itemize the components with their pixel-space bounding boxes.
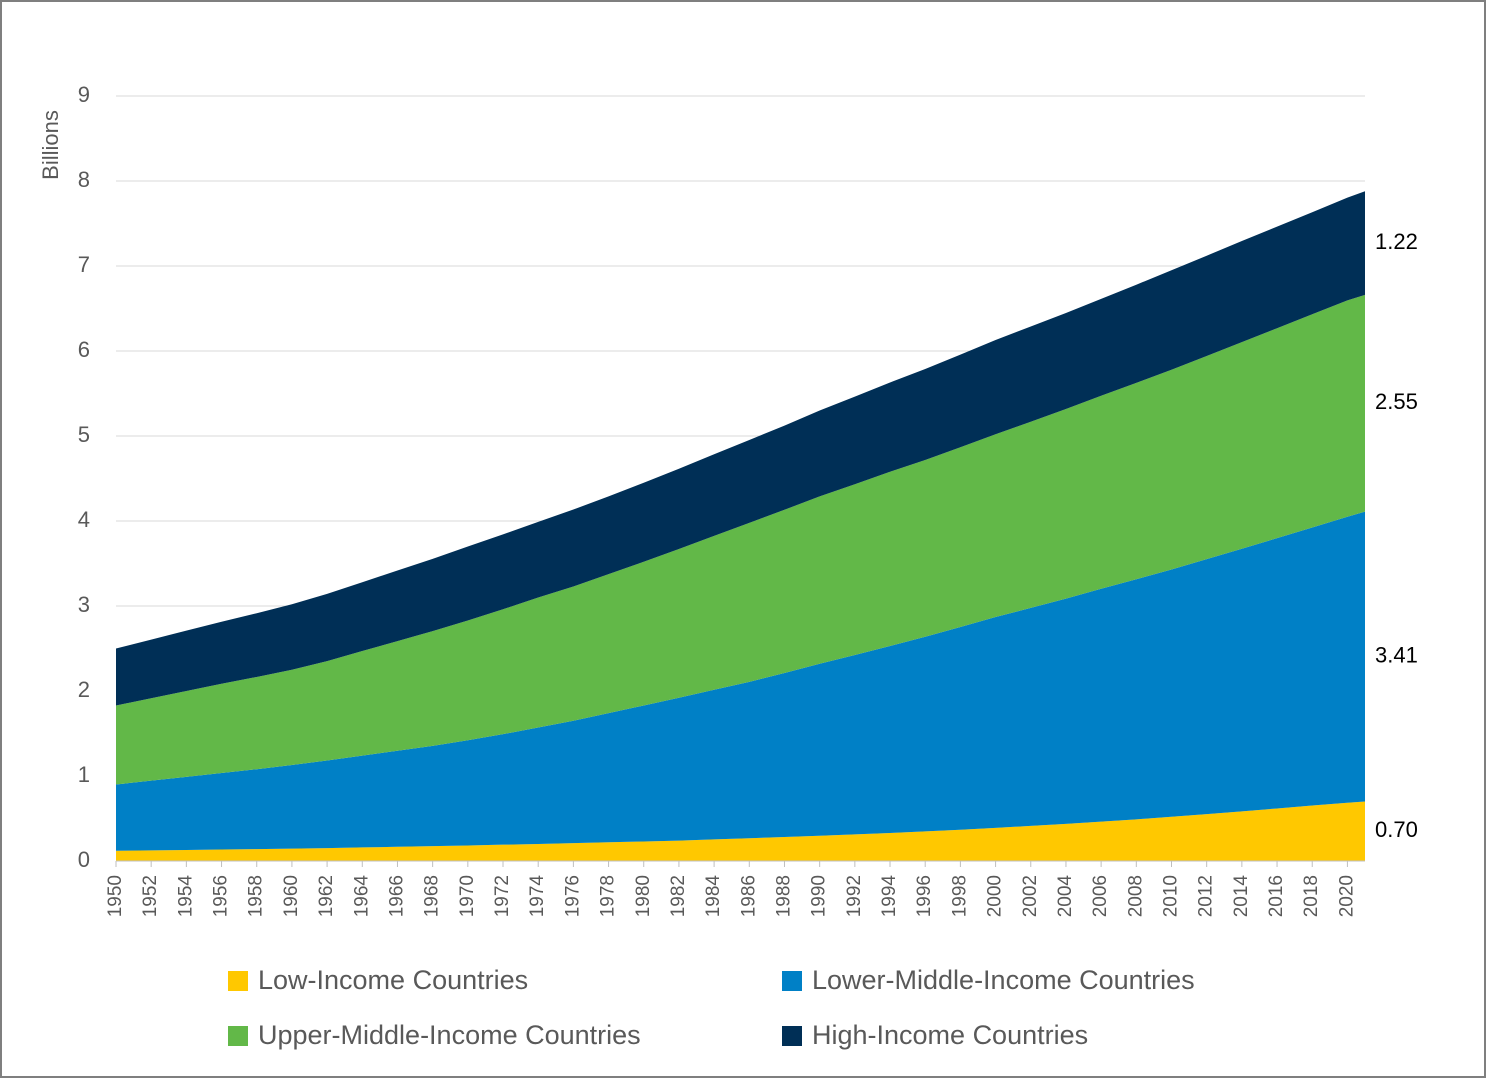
x-tick-label: 2004 <box>1055 875 1076 918</box>
x-tick-label: 1976 <box>562 875 583 917</box>
x-tick-label: 1950 <box>105 875 126 917</box>
legend-swatch <box>228 971 248 991</box>
x-tick-label: 2008 <box>1125 875 1146 917</box>
x-tick-label: 1966 <box>386 875 407 917</box>
x-tick-label: 2000 <box>985 875 1006 917</box>
x-tick-label: 1974 <box>527 875 548 918</box>
x-tick-label: 1988 <box>773 875 794 917</box>
x-tick-label: 1956 <box>211 875 232 917</box>
y-tick-label: 2 <box>78 677 90 702</box>
x-tick-label: 1990 <box>809 875 830 917</box>
x-tick-label: 1978 <box>598 875 619 917</box>
x-tick-label: 1996 <box>914 875 935 917</box>
x-tick-label: 1972 <box>492 875 513 917</box>
y-tick-label: 8 <box>78 167 90 192</box>
x-tick-label: 1962 <box>316 875 337 917</box>
x-tick-label: 1980 <box>633 875 654 917</box>
y-tick-label: 0 <box>78 847 90 872</box>
x-tick-label: 1968 <box>422 875 443 917</box>
y-tick-label: 9 <box>78 82 90 107</box>
x-tick-label: 1964 <box>351 875 372 918</box>
x-tick-label: 2020 <box>1336 875 1357 917</box>
x-tick-label: 1984 <box>703 875 724 918</box>
x-tick-label: 1960 <box>281 875 302 917</box>
x-tick-label: 2006 <box>1090 875 1111 917</box>
y-tick-label: 6 <box>78 337 90 362</box>
x-tick-label: 1992 <box>844 875 865 917</box>
x-tick-label: 2012 <box>1196 875 1217 917</box>
legend-swatch <box>228 1026 248 1046</box>
y-tick-label: 3 <box>78 592 90 617</box>
x-tick-label: 2010 <box>1161 875 1182 917</box>
y-tick-label: 7 <box>78 252 90 277</box>
area <box>116 511 1365 851</box>
x-tick-label: 1986 <box>738 875 759 917</box>
area <box>116 191 1365 706</box>
x-tick-label: 1994 <box>879 875 900 918</box>
legend-label: Upper-Middle-Income Countries <box>258 1020 641 1050</box>
legend-label: Lower-Middle-Income Countries <box>812 965 1195 995</box>
legend-swatch <box>782 971 802 991</box>
legend-swatch <box>782 1026 802 1046</box>
x-tick-label: 2018 <box>1301 875 1322 917</box>
x-tick-label: 2002 <box>1020 875 1041 917</box>
y-axis-label: Billions <box>38 110 63 180</box>
value-label: 0.70 <box>1375 817 1418 842</box>
x-tick-label: 1954 <box>175 875 196 918</box>
y-tick-label: 4 <box>78 507 90 532</box>
legend-label: High-Income Countries <box>812 1020 1088 1050</box>
area <box>116 801 1365 861</box>
x-tick-label: 1998 <box>949 875 970 917</box>
value-label: 3.41 <box>1375 642 1418 667</box>
y-tick-label: 1 <box>78 762 90 787</box>
x-tick-label: 1952 <box>140 875 161 917</box>
x-tick-label: 1958 <box>246 875 267 917</box>
x-tick-label: 1982 <box>668 875 689 917</box>
legend-label: Low-Income Countries <box>258 965 528 995</box>
x-tick-label: 1970 <box>457 875 478 917</box>
x-tick-label: 2014 <box>1231 875 1252 918</box>
y-tick-label: 5 <box>78 422 90 447</box>
value-label: 2.55 <box>1375 389 1418 414</box>
value-label: 1.22 <box>1375 229 1418 254</box>
area <box>116 294 1365 785</box>
x-tick-label: 2016 <box>1266 875 1287 917</box>
